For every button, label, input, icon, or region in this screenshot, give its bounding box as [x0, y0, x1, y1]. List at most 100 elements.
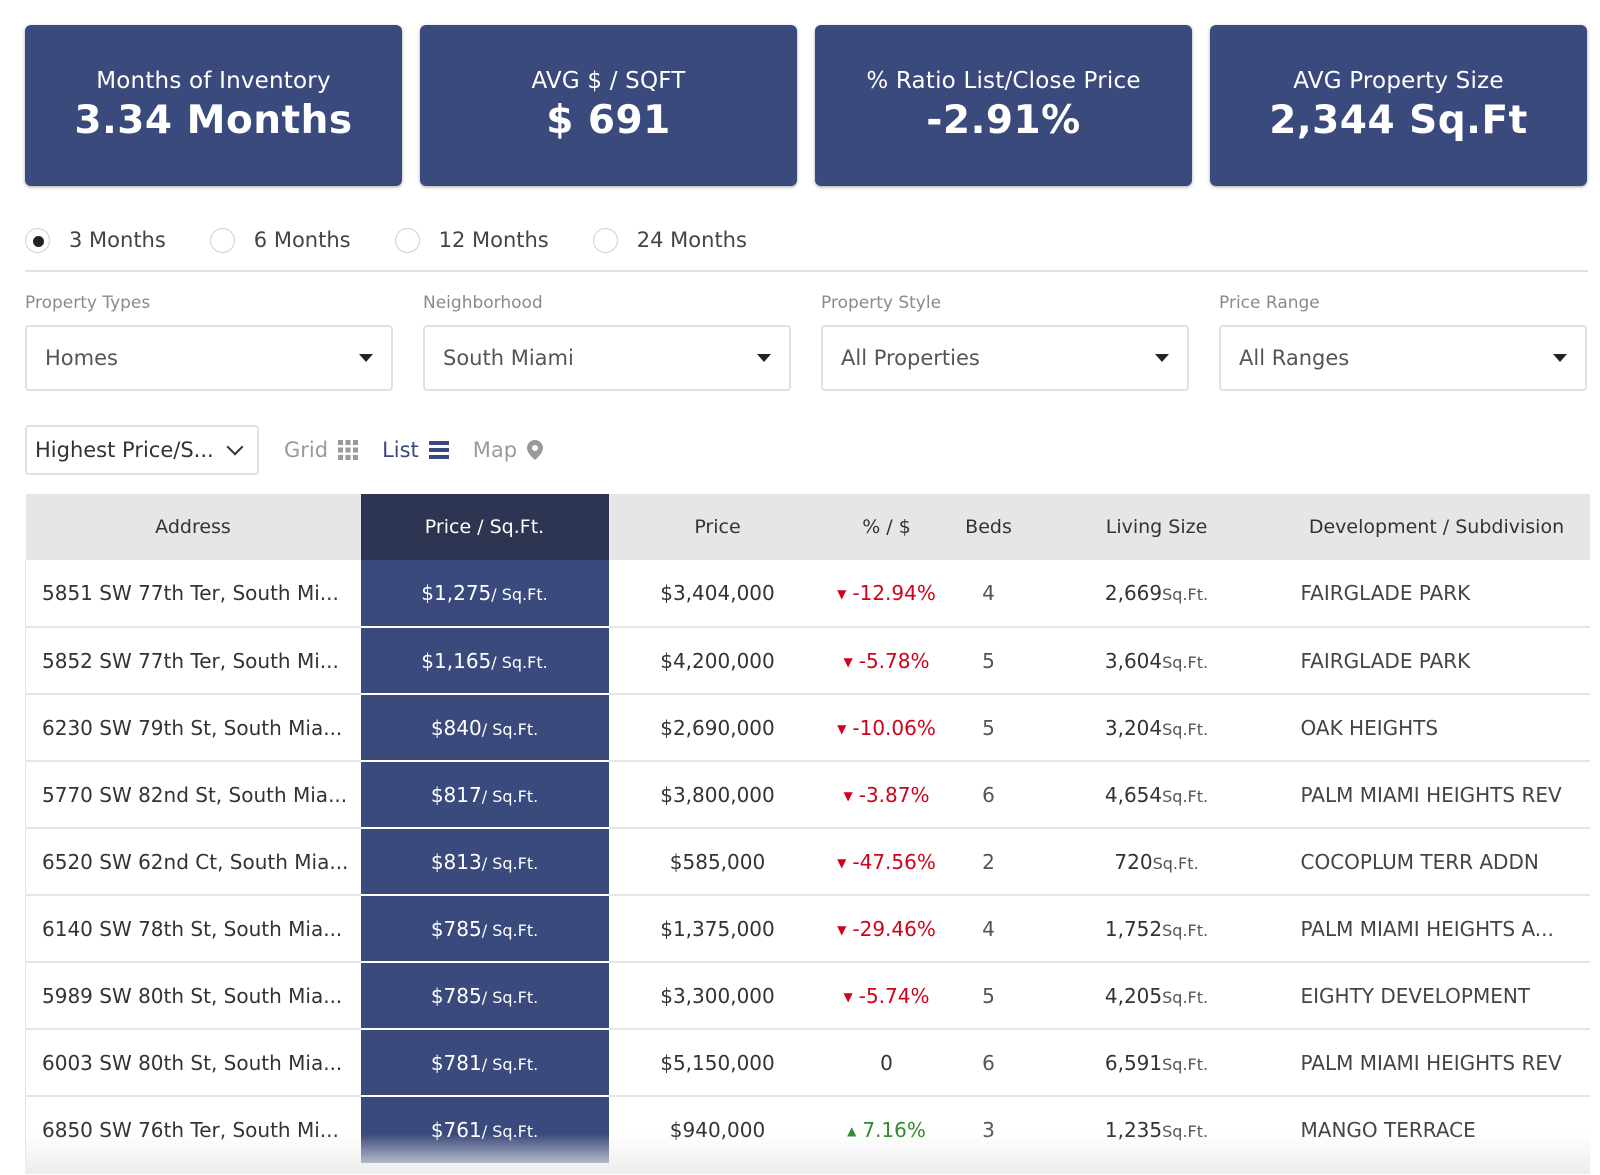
filter-neighborhood: Neighborhood South Miami: [423, 293, 791, 391]
stat-label: % Ratio List/Close Price: [866, 68, 1141, 94]
table-row[interactable]: 5851 SW 77th Ter, South Mi... $1,275/ Sq.…: [25, 560, 1590, 628]
size-value: 720: [1114, 849, 1153, 874]
cell-pct: ▼ -29.46%: [826, 895, 947, 963]
period-selector: 3 Months 6 Months 12 Months 24 Months: [25, 222, 1588, 272]
size-unit: Sq.Ft.: [1162, 920, 1209, 940]
cell-price: $2,690,000: [608, 694, 827, 762]
grid-view-button[interactable]: Grid: [284, 438, 359, 462]
cell-address[interactable]: 6520 SW 62nd Ct, South Mia...: [25, 828, 361, 896]
caret-down-icon: [359, 354, 373, 362]
table-row[interactable]: 6230 SW 79th St, South Mia... $840/ Sq.Ft…: [25, 694, 1590, 762]
size-unit: Sq.Ft.: [1162, 1054, 1209, 1074]
cell-beds: 4: [946, 560, 1031, 628]
period-label: 3 Months: [69, 228, 166, 252]
cell-address[interactable]: 6140 SW 78th St, South Mia...: [25, 895, 361, 963]
size-unit: Sq.Ft.: [1162, 652, 1209, 672]
cell-pct: ▼ -47.56%: [826, 828, 947, 896]
cell-living-size: 2,669Sq.Ft.: [1030, 560, 1283, 628]
table-row[interactable]: 6850 SW 76th Ter, South Mi... $761/ Sq.Ft…: [25, 1096, 1591, 1163]
column-header-price-sqft[interactable]: Price / Sq.Ft.: [360, 494, 609, 560]
size-unit: Sq.Ft.: [1162, 786, 1209, 806]
cell-address[interactable]: 5852 SW 77th Ter, South Mi...: [25, 627, 361, 695]
period-option-12-months[interactable]: 12 Months: [394, 222, 549, 258]
cell-beds: 4: [946, 895, 1031, 963]
cell-development: EIGHTY DEVELOPMENT: [1282, 962, 1590, 1030]
cell-price-sqft: $761/ Sq.Ft.: [360, 1096, 609, 1163]
radio-button[interactable]: [592, 227, 618, 253]
table-row[interactable]: 5770 SW 82nd St, South Mia... $817/ Sq.Ft…: [25, 761, 1590, 829]
filter-label: Property Types: [25, 293, 151, 313]
size-value: 6,591: [1104, 1050, 1163, 1075]
pct-value: -3.87%: [858, 782, 930, 807]
cell-address[interactable]: 6230 SW 79th St, South Mia...: [25, 694, 361, 762]
pct-value: -10.06%: [852, 715, 936, 740]
cell-price: $1,375,000: [608, 895, 827, 963]
table-row[interactable]: 5852 SW 77th Ter, South Mi... $1,165/ Sq.…: [25, 627, 1590, 695]
price-sqft-value: $817: [430, 782, 482, 807]
cell-development: COCOPLUM TERR ADDN: [1282, 828, 1590, 896]
period-option-3-months[interactable]: 3 Months: [25, 222, 166, 258]
size-value: 3,204: [1104, 715, 1163, 740]
stat-card-avg-property-size: AVG Property Size 2,344 Sq.Ft: [1210, 25, 1587, 186]
column-header-pct[interactable]: % / $: [826, 494, 947, 560]
cell-price: $5,150,000: [608, 1029, 827, 1097]
stat-card-ratio-list-close: % Ratio List/Close Price -2.91%: [815, 25, 1192, 186]
stat-label: Months of Inventory: [96, 68, 331, 94]
table-row[interactable]: 6520 SW 62nd Ct, South Mia... $813/ Sq.Ft…: [25, 828, 1590, 896]
grid-view-label: Grid: [284, 438, 329, 462]
cell-living-size: 720Sq.Ft.: [1030, 828, 1283, 896]
cell-address[interactable]: 5770 SW 82nd St, South Mia...: [25, 761, 361, 829]
caret-down-icon: [757, 354, 771, 362]
cell-price-sqft: $840/ Sq.Ft.: [360, 694, 609, 762]
table-row[interactable]: 5989 SW 80th St, South Mia... $785/ Sq.Ft…: [25, 962, 1590, 1030]
list-view-label: List: [382, 438, 419, 462]
filter-property-style: Property Style All Properties: [821, 293, 1189, 391]
property-types-select[interactable]: Homes: [25, 325, 393, 391]
cell-living-size: 1,235Sq.Ft.: [1031, 1096, 1283, 1163]
radio-button[interactable]: [394, 227, 420, 253]
filter-label: Property Style: [821, 293, 942, 313]
radio-button[interactable]: [209, 227, 235, 253]
price-sqft-value: $1,275: [421, 581, 492, 605]
pct-value: -5.74%: [858, 983, 930, 1008]
filter-price-range: Price Range All Ranges: [1219, 293, 1587, 391]
stat-card-months-inventory: Months of Inventory 3.34 Months: [25, 25, 402, 186]
table-row[interactable]: 6003 SW 80th St, South Mia... $781/ Sq.Ft…: [25, 1029, 1590, 1097]
sort-select[interactable]: Highest Price/S...: [25, 425, 259, 475]
price-sqft-value: $1,165: [421, 648, 492, 673]
trend-down-icon: ▼: [843, 788, 853, 803]
period-option-24-months[interactable]: 24 Months: [592, 222, 747, 258]
cell-beds: 6: [946, 1029, 1031, 1097]
map-view-button[interactable]: Map: [473, 438, 544, 462]
cell-beds: 5: [946, 627, 1031, 695]
price-range-select[interactable]: All Ranges: [1219, 325, 1587, 391]
price-sqft-unit: / Sq.Ft.: [481, 853, 539, 873]
cell-address[interactable]: 5851 SW 77th Ter, South Mi...: [25, 560, 361, 628]
cell-development: FAIRGLADE PARK: [1282, 560, 1590, 628]
cell-living-size: 3,604Sq.Ft.: [1030, 627, 1283, 695]
period-option-6-months[interactable]: 6 Months: [209, 222, 351, 258]
property-style-select[interactable]: All Properties: [821, 325, 1189, 391]
column-header-address[interactable]: Address: [25, 494, 361, 560]
stat-card-avg-price-sqft: AVG $ / SQFT $ 691: [420, 25, 797, 186]
table-row[interactable]: 6140 SW 78th St, South Mia... $785/ Sq.Ft…: [25, 895, 1590, 963]
cell-address[interactable]: 5989 SW 80th St, South Mia...: [25, 962, 361, 1030]
cell-beds: 6: [946, 761, 1031, 829]
column-header-price[interactable]: Price: [608, 494, 827, 560]
column-header-development[interactable]: Development / Subdivision: [1282, 494, 1590, 560]
column-header-living-size[interactable]: Living Size: [1030, 494, 1283, 560]
cell-pct: ▼ -5.74%: [826, 962, 947, 1030]
cell-price-sqft: $785/ Sq.Ft.: [360, 895, 609, 963]
size-unit: Sq.Ft.: [1162, 585, 1209, 604]
neighborhood-select[interactable]: South Miami: [423, 325, 791, 391]
trend-down-icon: ▼: [837, 587, 847, 601]
period-label: 24 Months: [636, 228, 747, 252]
cell-address[interactable]: 6003 SW 80th St, South Mia...: [25, 1029, 361, 1097]
filter-label: Price Range: [1219, 293, 1320, 313]
column-header-beds[interactable]: Beds: [946, 494, 1031, 560]
radio-button[interactable]: [25, 227, 50, 253]
caret-down-icon: [1553, 354, 1567, 362]
filter-property-types: Property Types Homes: [25, 293, 393, 391]
list-view-button[interactable]: List: [382, 438, 449, 462]
cell-address[interactable]: 6850 SW 76th Ter, South Mi...: [25, 1096, 361, 1163]
